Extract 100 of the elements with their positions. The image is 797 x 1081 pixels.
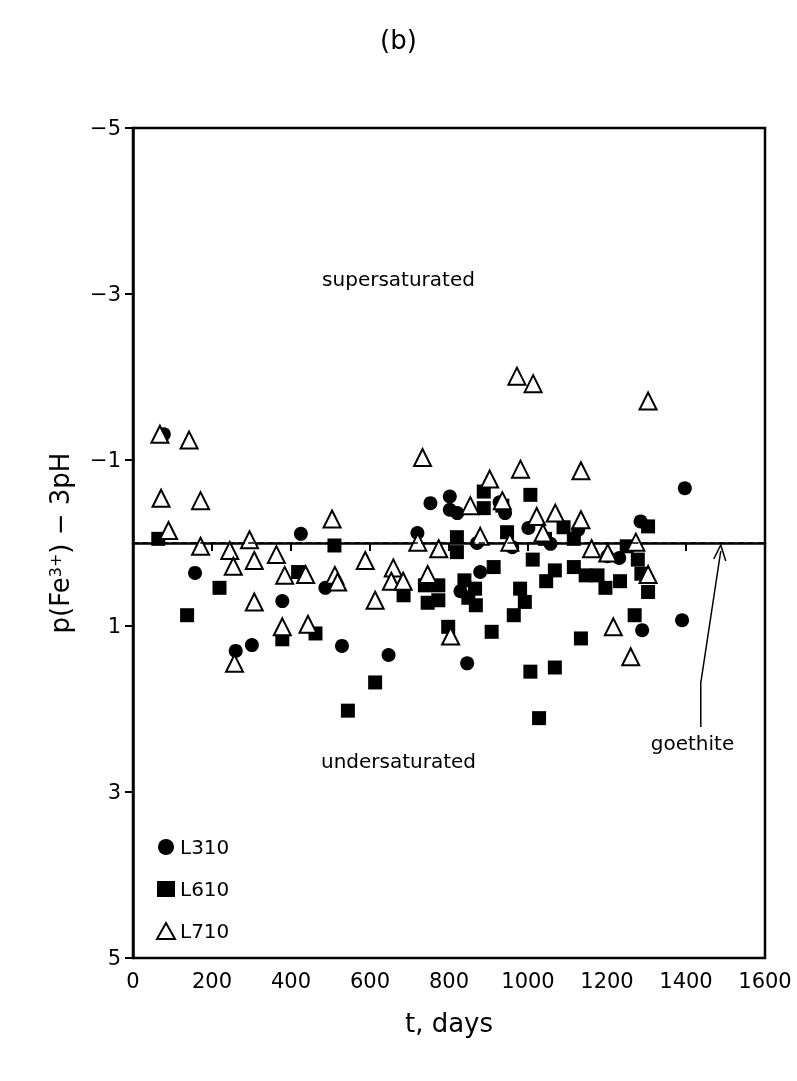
point xyxy=(621,647,641,667)
point xyxy=(590,568,605,583)
y-tick-label: −5 xyxy=(90,116,121,140)
point xyxy=(413,448,433,468)
point xyxy=(275,594,290,609)
point xyxy=(368,675,383,690)
point xyxy=(641,584,656,599)
x-tick-label: 0 xyxy=(126,968,140,993)
point xyxy=(547,660,562,675)
point xyxy=(450,506,465,521)
point xyxy=(449,545,464,560)
point xyxy=(298,614,318,634)
x-tick-label: 1400 xyxy=(659,968,713,993)
point xyxy=(641,519,656,534)
point xyxy=(547,563,562,578)
point xyxy=(468,581,483,596)
legend-label: L310 xyxy=(180,835,230,859)
x-tick-label: 600 xyxy=(349,968,391,993)
point xyxy=(293,526,308,541)
point xyxy=(626,532,646,552)
point xyxy=(510,459,530,479)
chart-title: (b) xyxy=(380,25,417,55)
point xyxy=(244,638,259,653)
point xyxy=(151,488,171,508)
point xyxy=(191,491,211,511)
x-tick-label: 800 xyxy=(428,968,470,993)
annotation: undersaturated xyxy=(320,748,477,773)
point xyxy=(460,656,475,671)
point xyxy=(334,638,349,653)
point xyxy=(523,487,538,502)
point xyxy=(275,565,295,585)
point xyxy=(598,543,618,563)
x-tick-label: 1000 xyxy=(501,968,555,993)
point xyxy=(355,550,375,570)
annotation: supersaturated xyxy=(322,267,475,292)
point xyxy=(476,501,491,516)
point xyxy=(460,496,480,516)
point xyxy=(223,556,243,576)
point xyxy=(635,623,650,638)
point xyxy=(340,703,355,718)
point xyxy=(513,581,528,596)
point xyxy=(582,539,602,559)
x-tick-label: 200 xyxy=(191,968,233,993)
point xyxy=(627,608,642,623)
point xyxy=(159,521,179,541)
y-tick-label: −3 xyxy=(90,282,121,306)
point xyxy=(545,503,565,523)
point xyxy=(296,565,316,585)
y-tick-label: 1 xyxy=(107,614,121,638)
point xyxy=(492,491,512,511)
point xyxy=(523,374,543,394)
point xyxy=(507,366,527,386)
point xyxy=(566,531,581,546)
point xyxy=(423,496,438,511)
point xyxy=(638,565,658,585)
point xyxy=(539,574,554,589)
point xyxy=(527,506,547,526)
point xyxy=(533,523,553,543)
point xyxy=(431,593,446,608)
ref-line-label: goethite xyxy=(650,731,735,755)
point xyxy=(429,539,449,559)
point xyxy=(191,536,211,556)
x-axis-title: t, days xyxy=(404,1008,494,1038)
point xyxy=(486,560,501,575)
y-axis-title: p(Fe3+) − 3pH xyxy=(45,452,75,634)
point xyxy=(573,631,588,646)
point xyxy=(675,613,690,628)
x-tick-label: 1200 xyxy=(580,968,634,993)
point xyxy=(179,430,199,450)
point xyxy=(630,552,645,567)
y-tick-label: −1 xyxy=(90,448,121,472)
point xyxy=(244,550,264,570)
point xyxy=(244,592,264,612)
point xyxy=(442,489,457,504)
point xyxy=(327,538,342,553)
point xyxy=(212,580,227,595)
point xyxy=(418,565,438,585)
point xyxy=(188,565,203,580)
point xyxy=(525,552,540,567)
point xyxy=(571,461,591,481)
point xyxy=(150,424,170,444)
point xyxy=(506,608,521,623)
point xyxy=(180,608,195,623)
point xyxy=(523,664,538,679)
y-tick-label: 5 xyxy=(107,946,121,970)
legend-label: L710 xyxy=(180,919,230,943)
point xyxy=(393,571,413,591)
point xyxy=(328,572,348,592)
point xyxy=(517,594,532,609)
point xyxy=(322,509,342,529)
x-tick-label: 1600 xyxy=(738,968,792,993)
point xyxy=(228,643,243,658)
point xyxy=(532,711,547,726)
legend-label: L610 xyxy=(180,877,230,901)
point xyxy=(613,574,628,589)
point xyxy=(638,391,658,411)
point xyxy=(598,580,613,595)
y-tick-label: 3 xyxy=(107,780,121,804)
point xyxy=(571,510,591,530)
point xyxy=(365,590,385,610)
